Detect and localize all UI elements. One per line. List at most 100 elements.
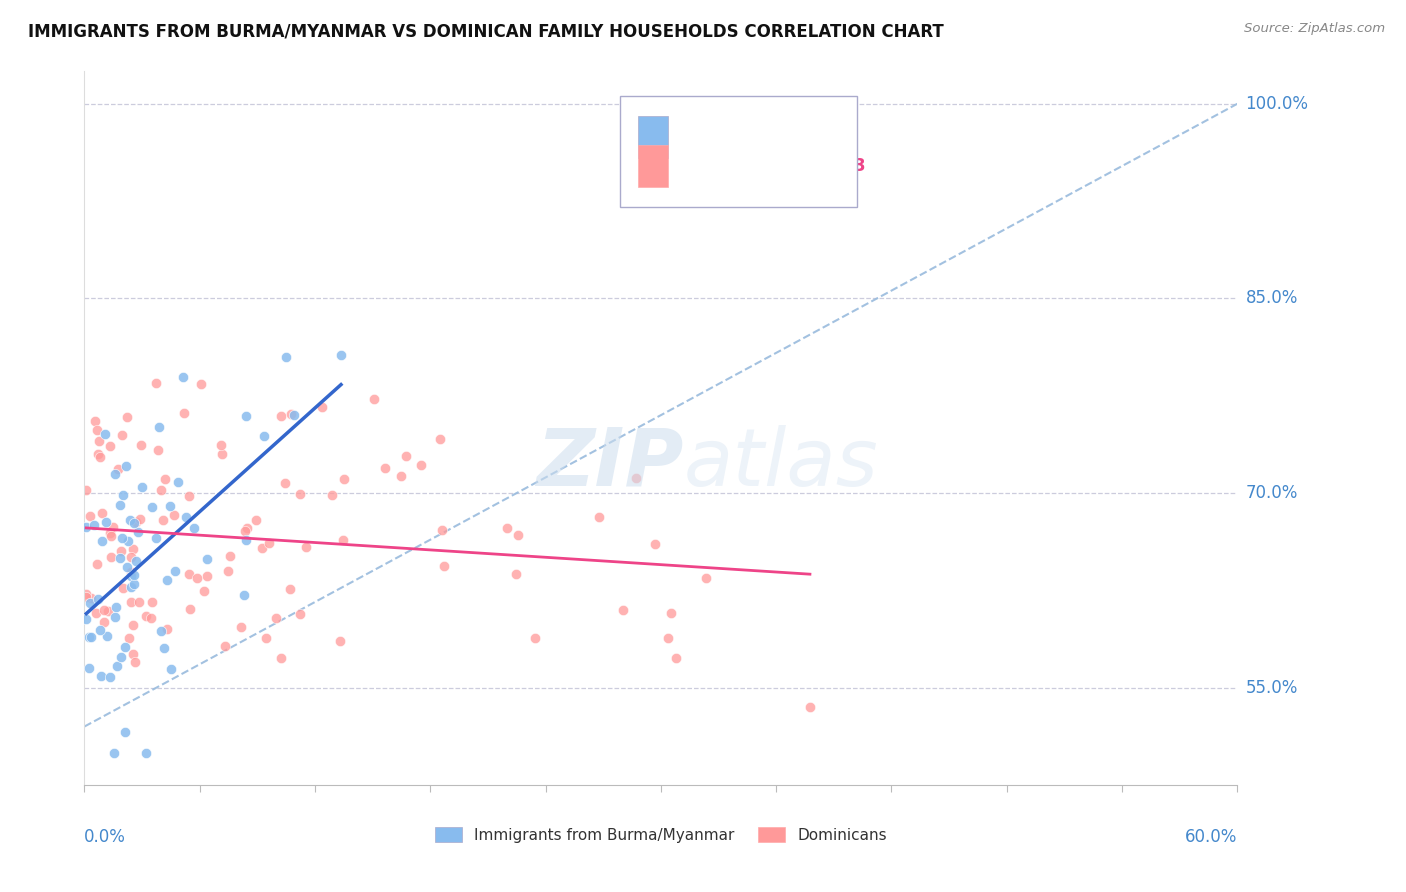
Point — [122, 542, 145, 557]
Point — [311, 400, 333, 414]
Point — [235, 533, 257, 548]
Point — [166, 475, 188, 490]
Point — [122, 618, 145, 632]
Point — [294, 540, 316, 554]
Point — [114, 458, 136, 473]
Point — [121, 647, 143, 661]
Point — [332, 533, 354, 548]
Point — [270, 650, 292, 665]
Point — [87, 592, 110, 607]
Text: R = -0.036   N = 103: R = -0.036 N = 103 — [676, 157, 866, 175]
Point — [209, 438, 232, 452]
Point — [86, 423, 108, 437]
Point — [159, 662, 181, 676]
Point — [321, 487, 343, 501]
Point — [153, 641, 176, 656]
Point — [145, 531, 167, 545]
Point — [80, 630, 103, 644]
Point — [79, 596, 101, 610]
Point — [120, 565, 142, 579]
Point — [156, 622, 179, 636]
Point — [644, 536, 666, 550]
Point — [122, 576, 145, 591]
Point — [114, 724, 136, 739]
Point — [159, 499, 181, 513]
Point — [77, 661, 100, 675]
Point — [120, 569, 142, 583]
Point — [250, 541, 273, 556]
FancyBboxPatch shape — [638, 116, 668, 159]
Point — [104, 599, 127, 614]
Point — [183, 521, 205, 535]
Point — [211, 448, 233, 462]
Point — [429, 432, 451, 446]
Point — [363, 392, 385, 406]
Point — [124, 567, 146, 582]
Point — [218, 549, 240, 563]
Point — [179, 602, 201, 616]
Point — [87, 447, 110, 461]
Point — [120, 595, 142, 609]
Point — [124, 515, 146, 529]
Point — [93, 603, 115, 617]
Point — [75, 587, 97, 601]
Point — [103, 746, 125, 760]
Point — [135, 746, 157, 760]
Point — [145, 376, 167, 391]
Point — [288, 487, 311, 501]
Y-axis label: Family Households: Family Households — [0, 357, 7, 500]
Point — [114, 640, 136, 654]
Point — [148, 420, 170, 434]
Point — [128, 594, 150, 608]
Point — [173, 406, 195, 420]
Point — [588, 510, 610, 524]
Point — [432, 523, 454, 537]
Point — [374, 460, 396, 475]
Point — [274, 475, 297, 490]
Point — [124, 655, 146, 669]
Point — [112, 581, 135, 595]
Point — [96, 629, 118, 643]
Point — [75, 590, 97, 604]
Point — [264, 611, 287, 625]
Point — [98, 670, 121, 684]
Point — [433, 559, 456, 574]
Point — [195, 552, 218, 566]
Text: 70.0%: 70.0% — [1246, 484, 1298, 502]
Point — [236, 521, 259, 535]
Point — [163, 508, 186, 522]
Point — [110, 544, 132, 558]
Point — [150, 483, 173, 497]
Point — [83, 517, 105, 532]
Point — [131, 479, 153, 493]
Point — [506, 527, 529, 541]
Point — [152, 513, 174, 527]
Text: 0.0%: 0.0% — [84, 828, 127, 846]
Point — [149, 624, 172, 638]
Point — [110, 550, 132, 565]
Text: atlas: atlas — [683, 425, 879, 503]
Point — [94, 427, 117, 442]
Point — [253, 429, 276, 443]
Point — [79, 591, 101, 605]
Text: IMMIGRANTS FROM BURMA/MYANMAR VS DOMINICAN FAMILY HOUSEHOLDS CORRELATION CHART: IMMIGRANTS FROM BURMA/MYANMAR VS DOMINIC… — [28, 22, 943, 40]
Point — [98, 439, 121, 453]
Point — [98, 526, 121, 541]
Point — [111, 428, 134, 442]
Point — [329, 633, 352, 648]
Point — [115, 410, 138, 425]
Point — [177, 490, 200, 504]
Point — [104, 467, 127, 482]
Point — [626, 471, 648, 485]
Point — [174, 510, 197, 524]
Point — [395, 449, 418, 463]
Point — [97, 604, 120, 618]
Point — [274, 350, 297, 364]
Point — [115, 559, 138, 574]
Point — [118, 631, 141, 645]
Text: Source: ZipAtlas.com: Source: ZipAtlas.com — [1244, 22, 1385, 36]
Text: ZIP: ZIP — [537, 425, 683, 503]
Point — [104, 609, 127, 624]
Point — [117, 533, 139, 548]
Text: 60.0%: 60.0% — [1185, 828, 1237, 846]
